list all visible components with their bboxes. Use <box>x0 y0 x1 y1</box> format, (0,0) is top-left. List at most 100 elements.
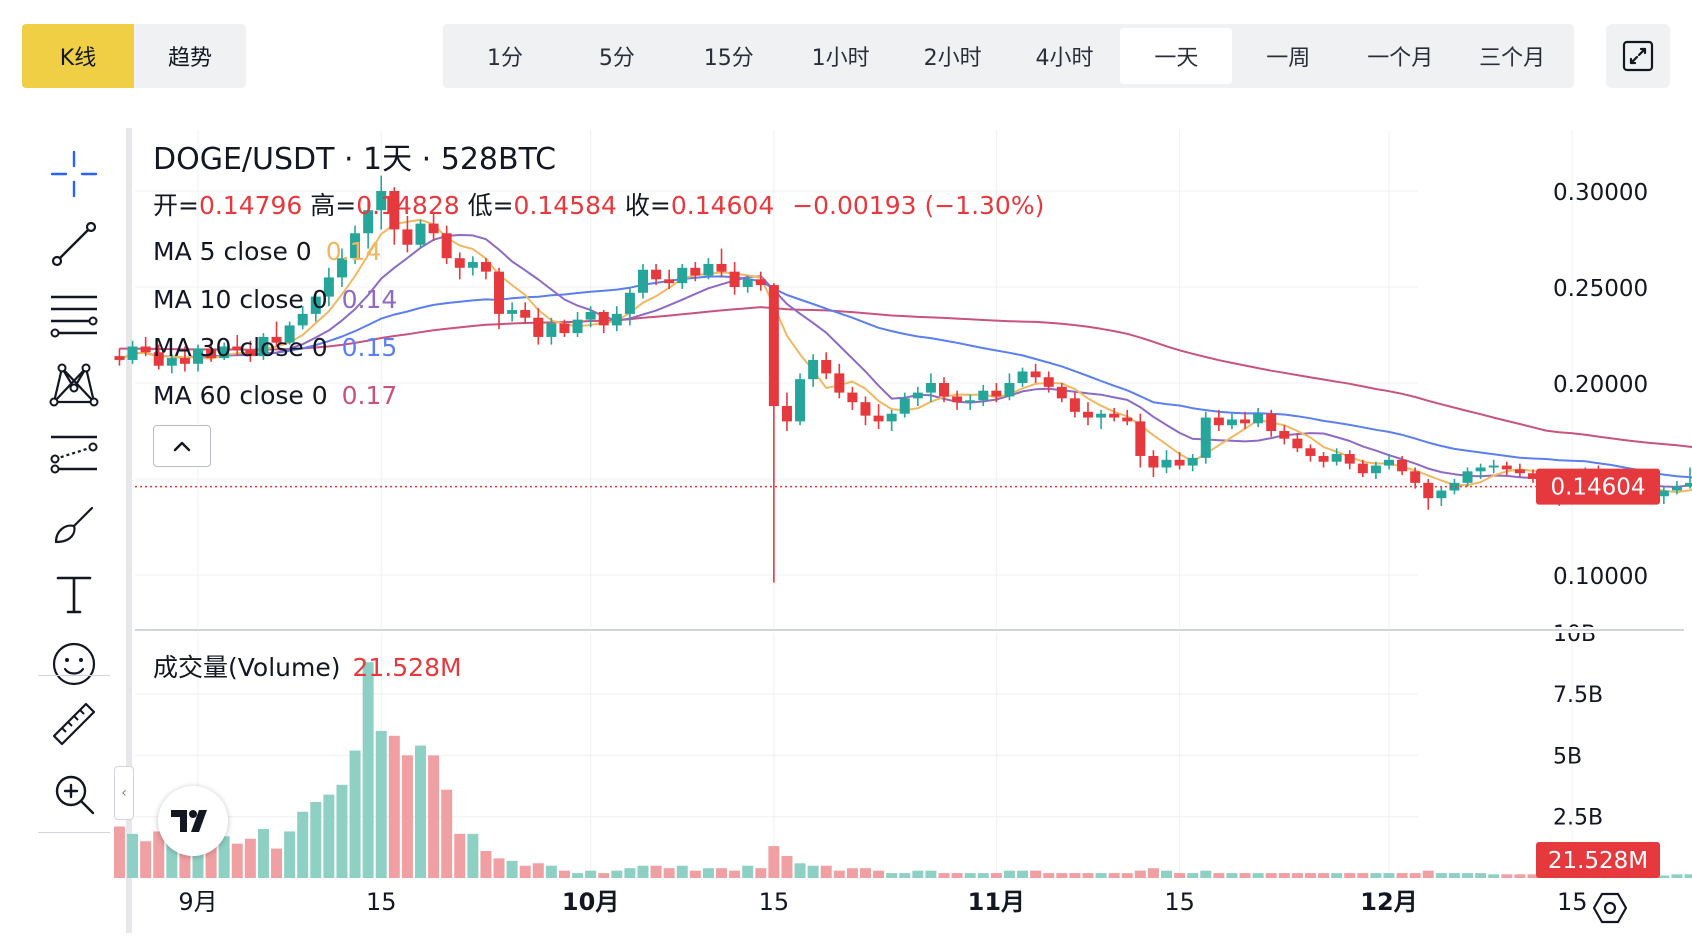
candle-body <box>1069 398 1080 412</box>
interval-button[interactable]: 一天 <box>1120 28 1233 84</box>
candle <box>284 321 295 345</box>
brush-tool[interactable] <box>46 496 102 552</box>
volume-bar <box>1527 874 1539 878</box>
candle-body <box>1017 371 1028 383</box>
volume-bar <box>271 848 283 878</box>
volume-axis-label: 10B <box>1553 622 1596 647</box>
volume-bar <box>323 794 335 878</box>
candle <box>546 317 557 345</box>
candle-body <box>1213 417 1224 426</box>
text-tool[interactable] <box>46 566 102 622</box>
volume-bar <box>1121 873 1133 878</box>
candle-body <box>651 269 662 280</box>
volume-bar <box>127 833 139 878</box>
tab-trend[interactable]: 趋势 <box>167 46 212 71</box>
candle <box>258 333 269 360</box>
fullscreen-button[interactable] <box>1606 24 1670 88</box>
interval-button[interactable]: 2小时 <box>923 46 982 71</box>
candle <box>376 175 387 230</box>
forecast-tool[interactable] <box>46 426 102 482</box>
volume-bar <box>1475 873 1487 878</box>
tab-kline[interactable]: K线 <box>22 24 134 88</box>
candle <box>310 290 321 322</box>
price-axis-label: 0.25000 <box>1553 276 1648 302</box>
interval-button[interactable]: 一周 <box>1266 46 1311 71</box>
emoji-tool[interactable] <box>46 636 102 692</box>
fib-retracement-tool[interactable] <box>46 286 102 342</box>
volume-bar <box>414 745 426 878</box>
chart-axes: 9月 15 10月 15 11月 15 12月 15 0.30000 0.25000 0.20000… <box>135 180 1685 916</box>
interval-selector: 1分 5分 15分 1小时 2小时 4小时 一天 一周 一个月 三个月 <box>443 24 1574 88</box>
candle-body <box>742 279 753 287</box>
interval-button[interactable]: 4小时 <box>1035 46 1094 71</box>
interval-button[interactable]: 三个月 <box>1479 46 1546 71</box>
volume-bar <box>1017 870 1029 878</box>
volume-bar <box>990 873 1002 878</box>
candle-body <box>1357 463 1368 474</box>
candle-body <box>821 359 832 374</box>
candle <box>415 219 426 249</box>
volume-bar <box>1095 873 1107 878</box>
volume-bar <box>1671 874 1683 878</box>
crosshair-tool[interactable] <box>46 146 102 202</box>
interval-button[interactable]: 5分 <box>598 46 635 71</box>
candle <box>1318 452 1329 468</box>
candle <box>1436 486 1447 506</box>
interval-button[interactable]: 一个月 <box>1367 46 1434 71</box>
volume-bar <box>1370 873 1382 878</box>
candle-body <box>1004 383 1015 397</box>
x-axis-tick-label: 15 <box>366 888 397 916</box>
candle-body <box>1174 459 1185 466</box>
zoom-tool[interactable] <box>46 766 102 822</box>
candle-body <box>533 317 544 337</box>
candle-body <box>1331 454 1342 462</box>
moving-average-lines <box>119 218 1692 494</box>
candle-body <box>520 310 531 318</box>
candle-body <box>179 358 190 364</box>
interval-button[interactable]: 15分 <box>703 46 754 71</box>
candle <box>1527 469 1538 483</box>
fullscreen-icon <box>1622 40 1654 72</box>
volume-bar <box>1239 873 1251 878</box>
interval-button[interactable]: 1分 <box>486 46 523 71</box>
candle <box>1161 450 1172 474</box>
volume-bar <box>873 870 885 878</box>
pattern-tool[interactable] <box>46 356 102 412</box>
candle <box>1475 463 1486 479</box>
interval-button[interactable]: 1小时 <box>811 46 870 71</box>
candle <box>232 335 243 357</box>
candle-body <box>781 406 792 422</box>
candle <box>454 252 465 280</box>
volume-bar <box>297 811 309 878</box>
tradingview-logo[interactable] <box>158 786 228 856</box>
candle-body <box>939 383 950 397</box>
volume-bar <box>833 870 845 878</box>
legend-collapse-button[interactable] <box>153 425 211 467</box>
trend-line-tool[interactable] <box>46 216 102 272</box>
candle-body <box>1279 431 1290 439</box>
volume-bar <box>506 860 518 878</box>
candle-body <box>1449 482 1460 491</box>
candle <box>179 346 190 372</box>
toolbar-divider <box>38 675 110 676</box>
ruler-icon <box>52 702 96 746</box>
candle <box>114 348 125 366</box>
candle <box>1253 407 1264 428</box>
candle-body <box>1397 459 1408 472</box>
volume-bar <box>1396 873 1408 878</box>
volume-bar <box>1187 873 1199 878</box>
candle <box>245 340 256 362</box>
volume-bar <box>637 865 649 878</box>
chart-settings-button[interactable] <box>1588 886 1632 930</box>
candle-body <box>441 233 452 259</box>
candle <box>834 363 845 399</box>
candle <box>1056 383 1067 403</box>
candle-body <box>1410 471 1421 483</box>
candle-body <box>428 223 439 234</box>
toolbar-collapse-button[interactable]: ‹ <box>114 766 134 820</box>
candle-body <box>402 229 413 245</box>
candle <box>899 392 910 418</box>
measure-tool[interactable] <box>46 696 102 752</box>
candle-body <box>219 346 230 359</box>
